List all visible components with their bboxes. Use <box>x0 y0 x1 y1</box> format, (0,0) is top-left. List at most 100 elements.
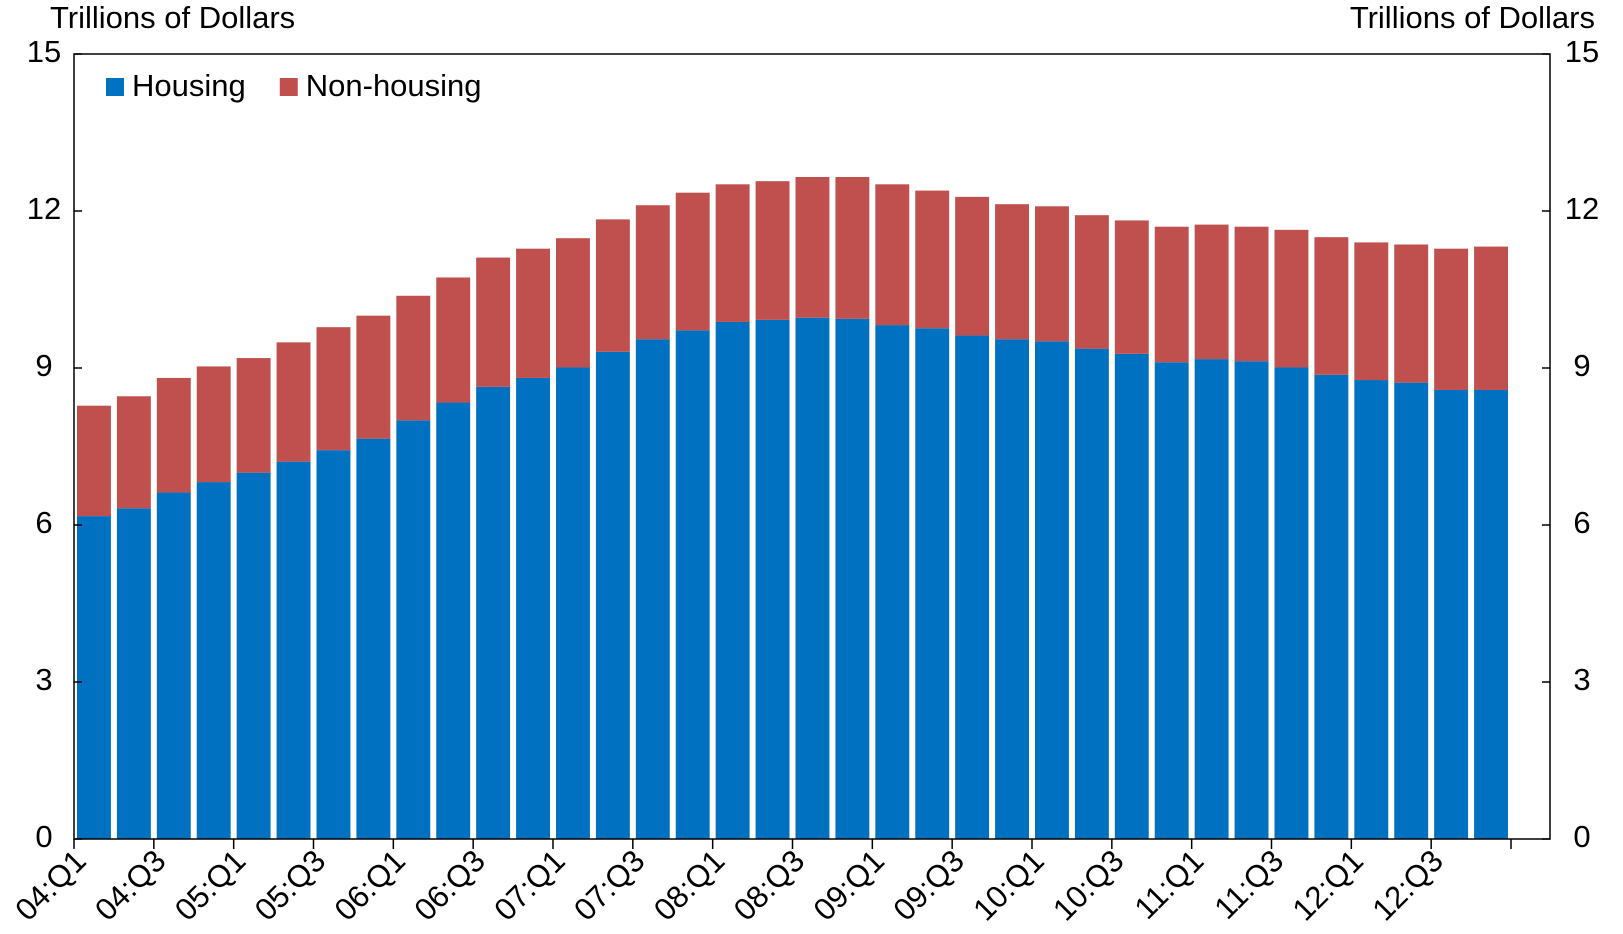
plot-frame <box>73 53 1551 840</box>
bar <box>1114 353 1149 839</box>
bar <box>1394 382 1429 839</box>
bar <box>595 219 630 352</box>
legend-label: Non-housing <box>306 68 482 103</box>
bar <box>1194 359 1229 839</box>
y-tick-label: 6 <box>35 505 52 540</box>
bar <box>356 315 391 439</box>
bar <box>1074 348 1109 839</box>
x-tick-label: 10:Q1 <box>966 843 1050 927</box>
x-tick-label: 08:Q1 <box>647 843 731 927</box>
x-tick-label: 09:Q1 <box>807 843 891 927</box>
x-tick-label: 07:Q1 <box>487 843 571 927</box>
bar <box>1234 361 1269 839</box>
x-tick-label: 10:Q3 <box>1046 843 1130 927</box>
bar <box>116 396 151 509</box>
bar <box>755 319 790 839</box>
bar <box>795 176 830 318</box>
legend-swatch <box>106 78 124 96</box>
y2-tick-label: 12 <box>1565 191 1599 226</box>
bar <box>436 402 471 839</box>
y2-tick-label: 3 <box>1573 662 1590 697</box>
bar <box>1354 242 1389 381</box>
bar <box>1314 374 1349 839</box>
bar <box>875 325 910 839</box>
bar <box>1474 246 1508 390</box>
y2-tick-label: 6 <box>1573 505 1590 540</box>
bar <box>156 492 191 839</box>
x-tick-label: 12:Q3 <box>1365 843 1449 927</box>
bar <box>1474 389 1508 839</box>
x-tick-label: 11:Q1 <box>1128 843 1211 926</box>
bar <box>595 351 630 839</box>
bar <box>236 472 271 839</box>
bar <box>955 335 990 839</box>
y2-tick-label: 9 <box>1573 348 1590 383</box>
legend-swatch <box>279 78 298 96</box>
bar <box>1274 367 1309 839</box>
bar <box>196 366 231 483</box>
x-tick-label: 04:Q1 <box>8 843 92 927</box>
bar <box>316 327 351 451</box>
bar <box>1314 237 1349 375</box>
bar <box>675 192 710 331</box>
x-tick-label: 11:Q3 <box>1207 843 1290 926</box>
bar <box>835 176 870 319</box>
bar <box>556 238 590 368</box>
y2-tick-label: 0 <box>1573 819 1590 854</box>
x-tick-label: 08:Q3 <box>727 843 811 927</box>
bar <box>196 482 231 839</box>
bar <box>915 190 950 329</box>
bar <box>1074 215 1109 349</box>
y-tick-label: 0 <box>35 819 52 854</box>
bar <box>116 508 151 839</box>
bar <box>476 257 511 387</box>
bar <box>1234 226 1269 362</box>
bar <box>635 205 670 340</box>
bar <box>276 461 311 839</box>
bar <box>516 248 550 378</box>
x-tick-label: 04:Q3 <box>88 843 172 927</box>
bar <box>396 420 431 839</box>
bar <box>556 367 590 839</box>
bar <box>236 358 271 473</box>
bar <box>316 450 351 839</box>
bar <box>915 328 950 839</box>
bar <box>436 277 471 403</box>
bar <box>955 196 990 336</box>
bar <box>1035 206 1069 342</box>
bar <box>1354 380 1389 839</box>
bar <box>635 339 670 839</box>
bar <box>1274 229 1309 368</box>
bar <box>795 317 830 839</box>
y-tick-label: 3 <box>35 662 52 697</box>
bar <box>995 204 1029 340</box>
x-tick-label: 05:Q3 <box>248 843 332 927</box>
bar <box>156 377 191 493</box>
y2-tick-label: 15 <box>1565 34 1599 69</box>
bar <box>835 318 870 840</box>
bar <box>1035 341 1069 839</box>
bar <box>476 386 511 839</box>
bar <box>1434 389 1469 839</box>
bar <box>1434 248 1469 390</box>
bar <box>1194 224 1229 360</box>
bar <box>755 181 790 320</box>
bar <box>396 295 431 421</box>
bar <box>77 516 111 839</box>
bar <box>356 438 391 839</box>
x-tick-label: 06:Q1 <box>328 843 412 927</box>
legend-label: Housing <box>132 68 246 103</box>
bar <box>77 405 111 517</box>
x-tick-label: 06:Q3 <box>407 843 491 927</box>
x-tick-label: 05:Q1 <box>168 843 252 927</box>
bar <box>1154 226 1189 363</box>
y-axis-label: Trillions of Dollars <box>50 0 295 35</box>
bar <box>715 184 750 322</box>
bar <box>1154 362 1189 839</box>
x-tick-label: 09:Q3 <box>886 843 970 927</box>
bar <box>715 321 750 839</box>
bar <box>516 377 550 839</box>
bar <box>995 339 1029 839</box>
bar <box>675 330 710 839</box>
